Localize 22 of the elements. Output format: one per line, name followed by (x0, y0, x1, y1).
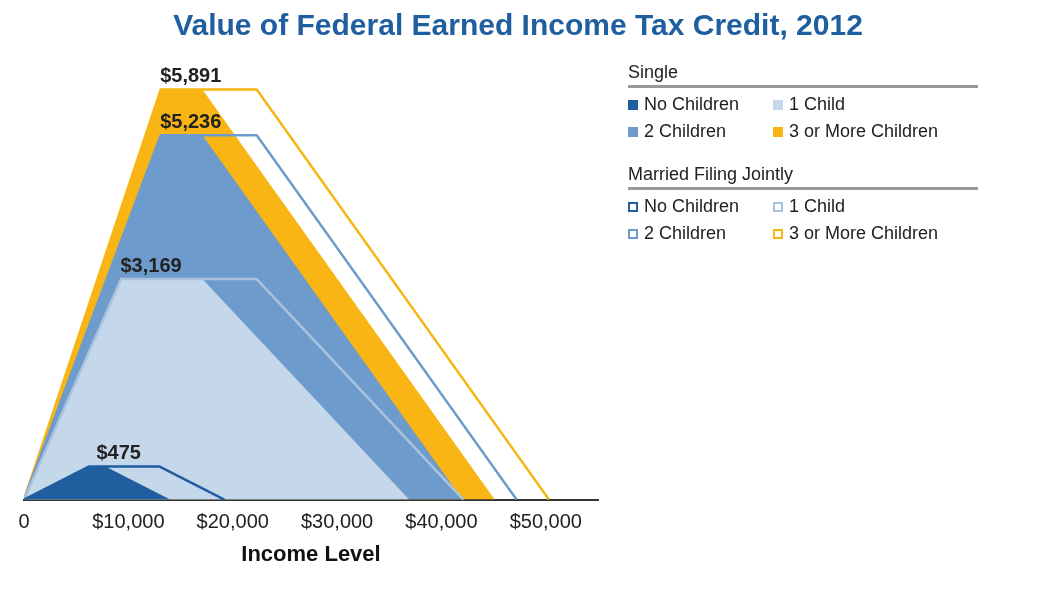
data-label: $5,891 (160, 64, 222, 87)
text: Married Filing Jointly (628, 164, 794, 184)
x-tick-label: $10,000 (92, 510, 165, 533)
legend-label: 3 or More Children (789, 121, 939, 142)
legend-label: 3 or More Children (789, 223, 939, 244)
data-label: $3,169 (120, 253, 182, 276)
legend-label: 1 Child (789, 94, 846, 115)
chart-title: Value of Federal Earned Income Tax Credit, 2012 (172, 8, 864, 42)
x-tick-label: $30,000 (300, 510, 374, 533)
x-axis-title: Income Level (241, 540, 381, 566)
x-tick-label: $20,000 (196, 510, 269, 533)
x-tick-label: 0 (18, 510, 30, 533)
x-tick-label: $50,000 (509, 510, 582, 533)
data-label: $5,236 (160, 109, 222, 132)
data-label: $475 (96, 441, 141, 464)
legend-label: 2 Children (644, 121, 727, 142)
x-tick-label: $40,000 (405, 510, 478, 533)
legend-label: No Children (644, 94, 740, 115)
legend-label: 1 Child (789, 196, 846, 217)
text: Single (628, 62, 679, 82)
legend-label: 2 Children (644, 223, 727, 244)
legend-label: No Children (644, 196, 740, 217)
